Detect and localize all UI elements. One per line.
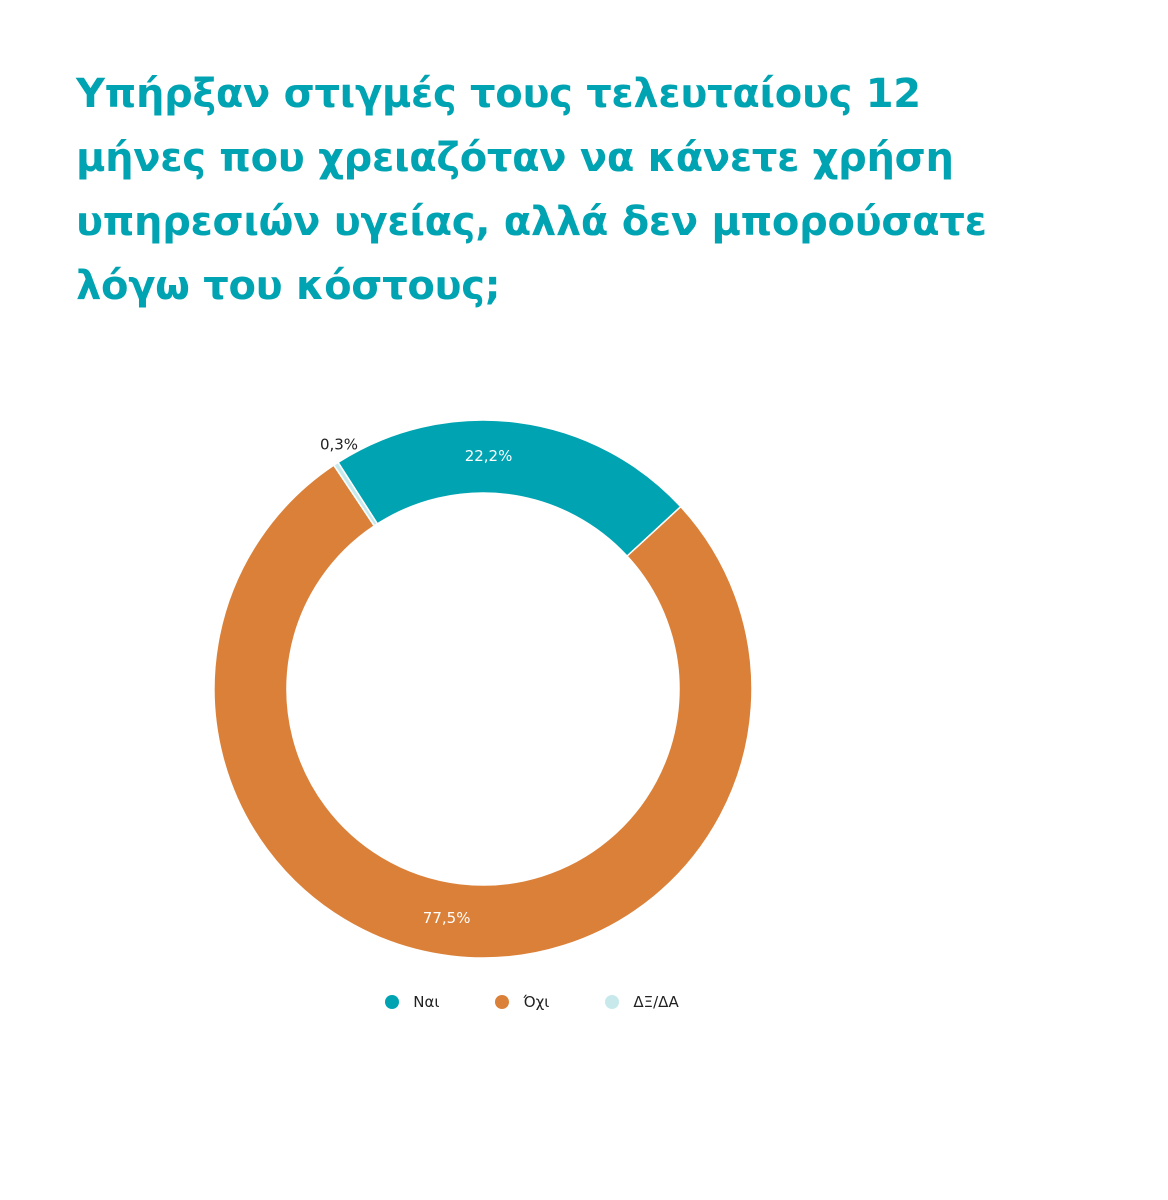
donut-slice-yes: [337, 419, 682, 558]
legend-item-dk: ΔΞ/ΔΑ: [605, 993, 679, 1011]
slice-label-no: 77,5%: [423, 909, 471, 927]
legend-label-dk: ΔΞ/ΔΑ: [633, 993, 679, 1011]
legend-swatch-yes: [385, 995, 400, 1009]
legend-label-no: Όχι: [523, 993, 550, 1011]
chart-title: Υπήρξαν στιγμές τους τελευταίους 12 μήνε…: [76, 71, 987, 309]
legend-item-yes: Ναι: [385, 993, 439, 1011]
donut-chart: 22,2% 77,5% 0,3%: [213, 419, 753, 959]
donut-slices: [213, 419, 753, 959]
slice-label-dk: 0,3%: [320, 436, 358, 454]
donut-labels: 22,2% 77,5% 0,3%: [320, 436, 512, 928]
chart-legend: Ναι Όχι ΔΞ/ΔΑ: [0, 993, 1064, 1011]
legend-swatch-no: [495, 995, 510, 1009]
slice-label-yes: 22,2%: [465, 447, 513, 465]
legend-label-yes: Ναι: [413, 993, 440, 1011]
legend-item-no: Όχι: [495, 993, 549, 1011]
donut-slice-no: [213, 464, 753, 959]
donut-slice-dk: [332, 461, 379, 527]
legend-swatch-dk: [605, 995, 620, 1009]
